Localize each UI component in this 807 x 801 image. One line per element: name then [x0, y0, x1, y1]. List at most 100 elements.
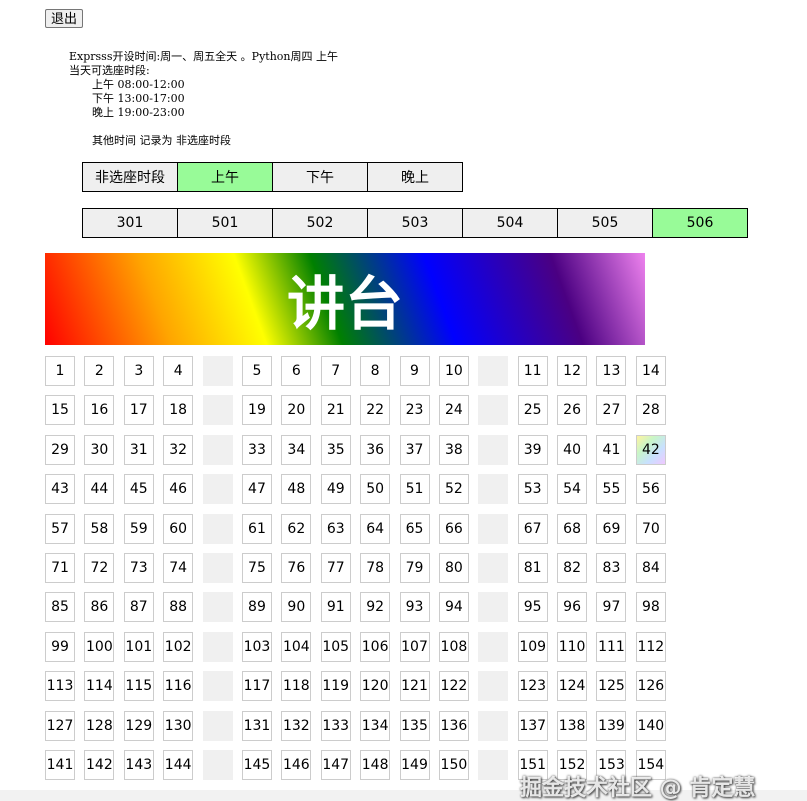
seat-64[interactable]: 64 — [360, 513, 391, 544]
seat-39[interactable]: 39 — [517, 434, 548, 465]
seat-65[interactable]: 65 — [399, 513, 430, 544]
seat-14[interactable]: 14 — [635, 356, 666, 386]
seat-4[interactable]: 4 — [163, 356, 194, 386]
seat-113[interactable]: 113 — [45, 671, 75, 702]
seat-12[interactable]: 12 — [557, 356, 588, 386]
seat-106[interactable]: 106 — [360, 631, 391, 662]
seat-130[interactable]: 130 — [163, 710, 194, 741]
seat-46[interactable]: 46 — [163, 474, 194, 505]
seat-110[interactable]: 110 — [557, 631, 588, 662]
tab-time-非选座时段[interactable]: 非选座时段 — [82, 162, 178, 192]
seat-52[interactable]: 52 — [438, 474, 469, 505]
tab-time-上午[interactable]: 上午 — [177, 162, 273, 192]
seat-30[interactable]: 30 — [84, 434, 115, 465]
seat-122[interactable]: 122 — [438, 671, 469, 702]
seat-107[interactable]: 107 — [399, 631, 430, 662]
seat-136[interactable]: 136 — [438, 710, 469, 741]
seat-121[interactable]: 121 — [399, 671, 430, 702]
seat-82[interactable]: 82 — [557, 552, 588, 583]
seat-93[interactable]: 93 — [399, 592, 430, 623]
seat-100[interactable]: 100 — [84, 631, 115, 662]
seat-86[interactable]: 86 — [84, 592, 115, 623]
seat-126[interactable]: 126 — [635, 671, 666, 702]
seat-33[interactable]: 33 — [241, 434, 272, 465]
seat-78[interactable]: 78 — [360, 552, 391, 583]
seat-11[interactable]: 11 — [517, 356, 548, 386]
seat-9[interactable]: 9 — [399, 356, 430, 386]
seat-29[interactable]: 29 — [45, 434, 75, 465]
seat-51[interactable]: 51 — [399, 474, 430, 505]
seat-16[interactable]: 16 — [84, 395, 115, 426]
seat-31[interactable]: 31 — [123, 434, 154, 465]
seat-111[interactable]: 111 — [596, 631, 627, 662]
seat-137[interactable]: 137 — [517, 710, 548, 741]
seat-154[interactable]: 154 — [635, 749, 666, 780]
seat-119[interactable]: 119 — [320, 671, 351, 702]
seat-3[interactable]: 3 — [123, 356, 154, 386]
seat-61[interactable]: 61 — [241, 513, 272, 544]
seat-99[interactable]: 99 — [45, 631, 75, 662]
seat-1[interactable]: 1 — [45, 356, 75, 386]
seat-143[interactable]: 143 — [123, 749, 154, 780]
seat-32[interactable]: 32 — [163, 434, 194, 465]
seat-140[interactable]: 140 — [635, 710, 666, 741]
seat-17[interactable]: 17 — [123, 395, 154, 426]
seat-6[interactable]: 6 — [281, 356, 312, 386]
seat-41[interactable]: 41 — [596, 434, 627, 465]
seat-103[interactable]: 103 — [241, 631, 272, 662]
seat-125[interactable]: 125 — [596, 671, 627, 702]
seat-114[interactable]: 114 — [84, 671, 115, 702]
seat-66[interactable]: 66 — [438, 513, 469, 544]
seat-123[interactable]: 123 — [517, 671, 548, 702]
seat-139[interactable]: 139 — [596, 710, 627, 741]
seat-124[interactable]: 124 — [557, 671, 588, 702]
tab-room-504[interactable]: 504 — [462, 208, 558, 238]
seat-47[interactable]: 47 — [241, 474, 272, 505]
seat-147[interactable]: 147 — [320, 749, 351, 780]
seat-53[interactable]: 53 — [517, 474, 548, 505]
seat-150[interactable]: 150 — [438, 749, 469, 780]
seat-141[interactable]: 141 — [45, 749, 75, 780]
seat-133[interactable]: 133 — [320, 710, 351, 741]
seat-151[interactable]: 151 — [517, 749, 548, 780]
seat-142[interactable]: 142 — [84, 749, 115, 780]
seat-94[interactable]: 94 — [438, 592, 469, 623]
seat-79[interactable]: 79 — [399, 552, 430, 583]
seat-129[interactable]: 129 — [123, 710, 154, 741]
seat-58[interactable]: 58 — [84, 513, 115, 544]
seat-44[interactable]: 44 — [84, 474, 115, 505]
seat-37[interactable]: 37 — [399, 434, 430, 465]
seat-27[interactable]: 27 — [596, 395, 627, 426]
seat-134[interactable]: 134 — [360, 710, 391, 741]
seat-18[interactable]: 18 — [163, 395, 194, 426]
seat-68[interactable]: 68 — [557, 513, 588, 544]
tab-time-晚上[interactable]: 晚上 — [367, 162, 463, 192]
seat-57[interactable]: 57 — [45, 513, 75, 544]
seat-89[interactable]: 89 — [241, 592, 272, 623]
seat-127[interactable]: 127 — [45, 710, 75, 741]
seat-36[interactable]: 36 — [360, 434, 391, 465]
seat-115[interactable]: 115 — [123, 671, 154, 702]
tab-room-502[interactable]: 502 — [272, 208, 368, 238]
seat-98[interactable]: 98 — [635, 592, 666, 623]
seat-26[interactable]: 26 — [557, 395, 588, 426]
seat-76[interactable]: 76 — [281, 552, 312, 583]
tab-room-505[interactable]: 505 — [557, 208, 653, 238]
seat-34[interactable]: 34 — [281, 434, 312, 465]
seat-116[interactable]: 116 — [163, 671, 194, 702]
seat-50[interactable]: 50 — [360, 474, 391, 505]
tab-room-506[interactable]: 506 — [652, 208, 748, 238]
seat-75[interactable]: 75 — [241, 552, 272, 583]
seat-102[interactable]: 102 — [163, 631, 194, 662]
seat-83[interactable]: 83 — [596, 552, 627, 583]
seat-38[interactable]: 38 — [438, 434, 469, 465]
tab-room-301[interactable]: 301 — [82, 208, 178, 238]
seat-24[interactable]: 24 — [438, 395, 469, 426]
tab-room-503[interactable]: 503 — [367, 208, 463, 238]
tab-time-下午[interactable]: 下午 — [272, 162, 368, 192]
seat-120[interactable]: 120 — [360, 671, 391, 702]
seat-69[interactable]: 69 — [596, 513, 627, 544]
seat-43[interactable]: 43 — [45, 474, 75, 505]
seat-49[interactable]: 49 — [320, 474, 351, 505]
seat-48[interactable]: 48 — [281, 474, 312, 505]
